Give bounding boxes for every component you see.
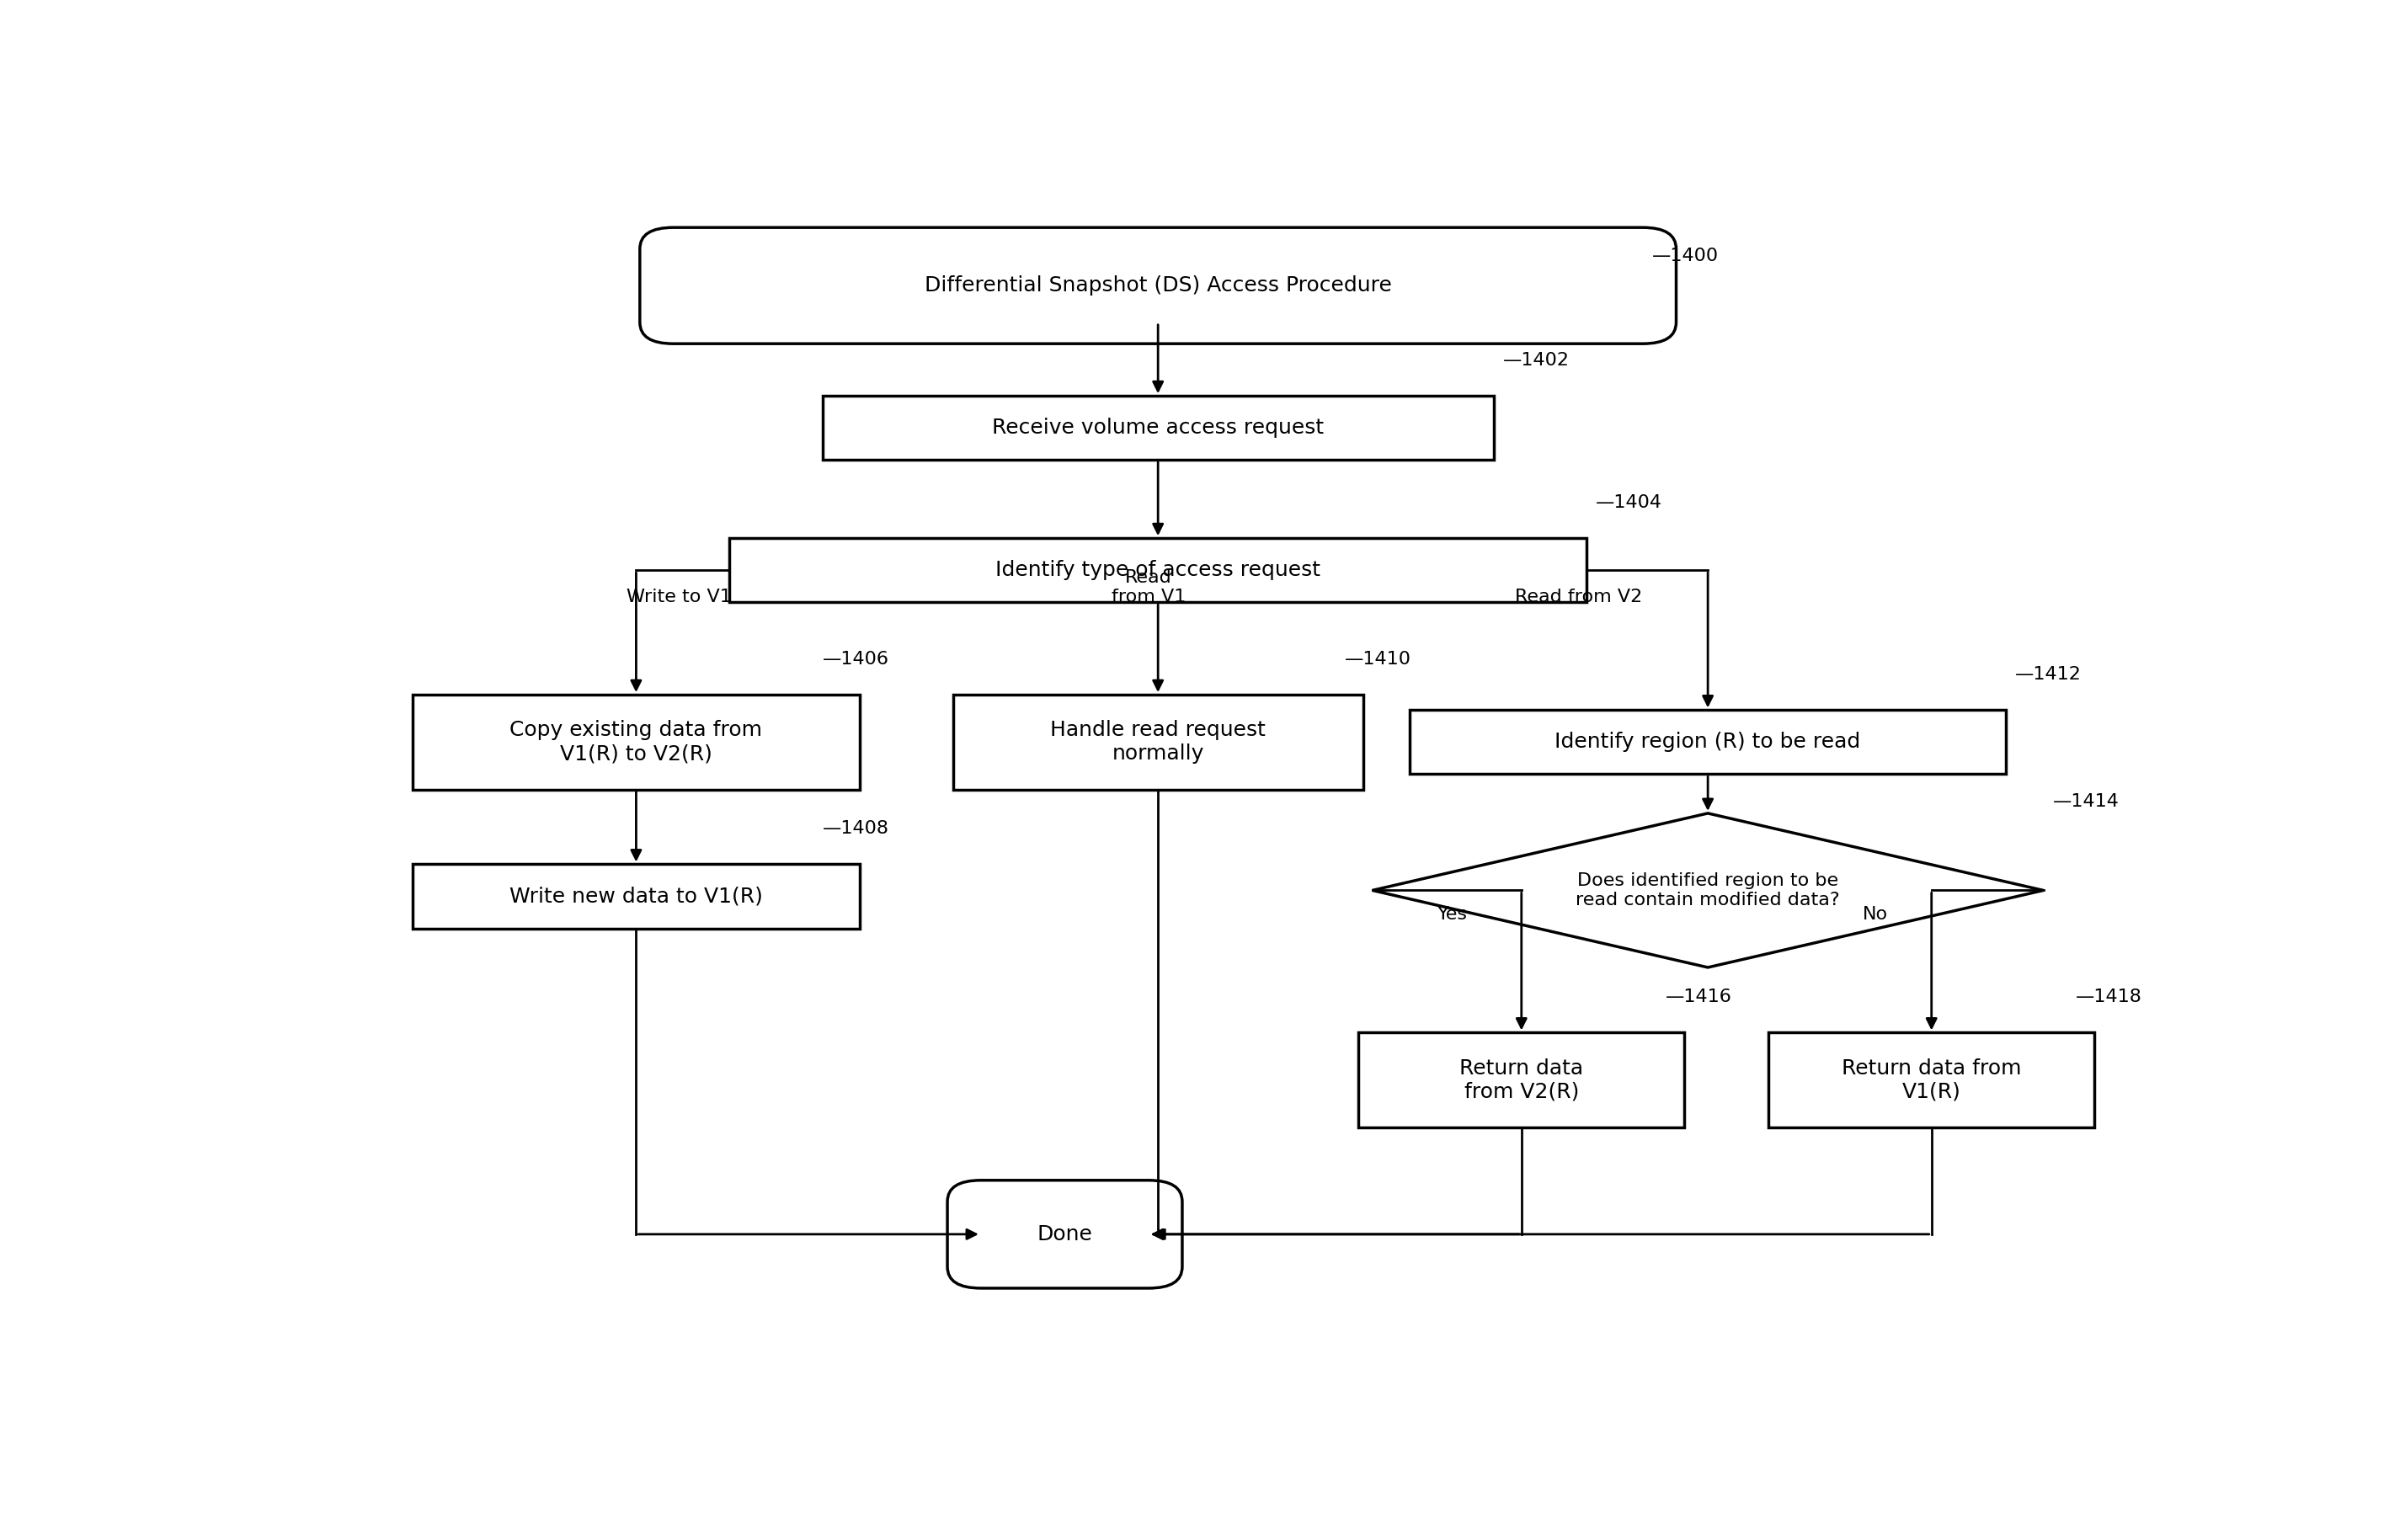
Text: —1408: —1408 (823, 821, 890, 838)
Text: Identify region (R) to be read: Identify region (R) to be read (1556, 732, 1861, 752)
Text: Differential Snapshot (DS) Access Procedure: Differential Snapshot (DS) Access Proced… (924, 276, 1392, 296)
Text: —1402: —1402 (1503, 351, 1570, 368)
Text: —1414: —1414 (2054, 793, 2119, 810)
Polygon shape (1373, 813, 2044, 967)
Text: Yes: Yes (1438, 906, 1467, 922)
Text: Write to V1: Write to V1 (628, 588, 731, 605)
FancyBboxPatch shape (948, 1180, 1183, 1287)
Bar (414, 695, 861, 790)
Bar (1768, 1033, 2095, 1127)
Text: —1418: —1418 (2076, 989, 2143, 1006)
FancyBboxPatch shape (640, 228, 1676, 343)
Text: Copy existing data from
V1(R) to V2(R): Copy existing data from V1(R) to V2(R) (510, 721, 762, 764)
Text: No: No (1864, 906, 1888, 922)
Text: Return data from
V1(R): Return data from V1(R) (1842, 1058, 2023, 1103)
Bar (952, 695, 1364, 790)
Text: —1416: —1416 (1667, 989, 1732, 1006)
Text: —1404: —1404 (1597, 494, 1662, 511)
Bar (1409, 710, 2006, 775)
Text: Receive volume access request: Receive volume access request (993, 417, 1323, 437)
Bar (729, 537, 1587, 602)
Text: —1410: —1410 (1344, 651, 1412, 667)
Text: Read from V2: Read from V2 (1515, 588, 1643, 605)
Bar (414, 864, 861, 929)
Text: —1406: —1406 (823, 651, 890, 667)
Text: —1412: —1412 (2015, 667, 2083, 682)
Text: Read
from V1: Read from V1 (1111, 570, 1186, 605)
Text: Identify type of access request: Identify type of access request (996, 561, 1320, 581)
Bar (823, 396, 1494, 460)
Text: —1400: —1400 (1652, 248, 1720, 265)
Text: Handle read request
normally: Handle read request normally (1051, 721, 1265, 764)
Text: Return data
from V2(R): Return data from V2(R) (1460, 1058, 1582, 1103)
Text: Done: Done (1037, 1224, 1092, 1244)
Text: Does identified region to be
read contain modified data?: Does identified region to be read contai… (1575, 872, 1840, 909)
Bar (1359, 1033, 1683, 1127)
Text: Write new data to V1(R): Write new data to V1(R) (510, 886, 762, 907)
